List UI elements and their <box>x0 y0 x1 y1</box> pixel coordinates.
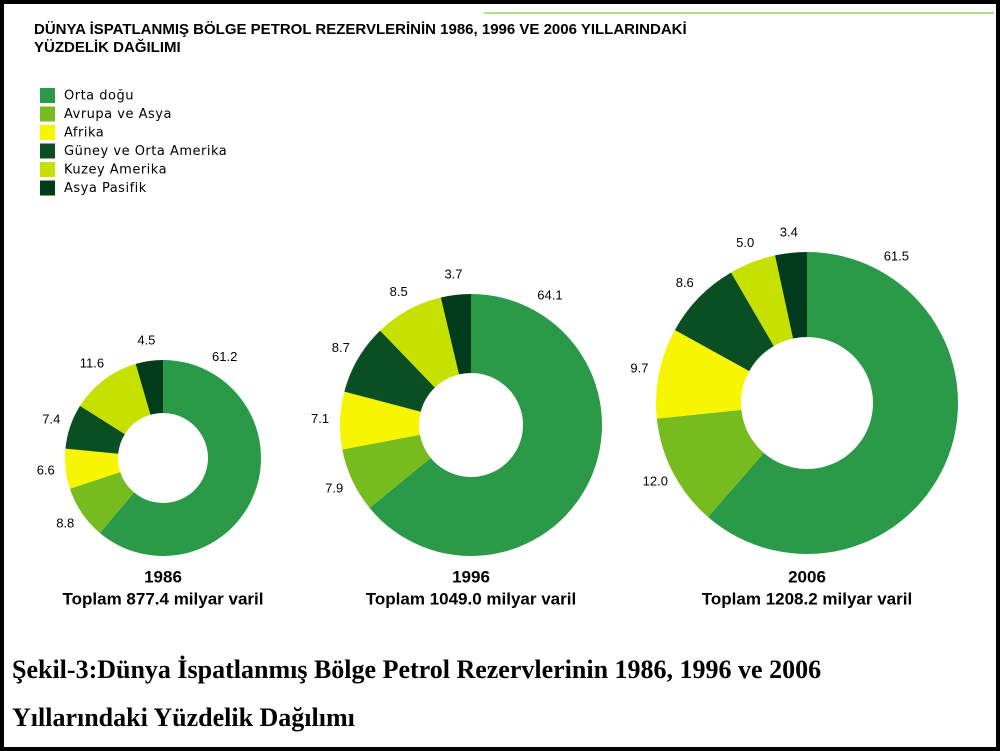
legend-swatch <box>40 143 55 159</box>
slice <box>775 252 807 339</box>
legend-swatch <box>40 106 55 122</box>
legend-swatch <box>40 125 55 140</box>
slice <box>656 409 764 518</box>
chart-title: YÜZDELİK DAĞILIMI <box>34 38 181 56</box>
slice <box>79 363 151 435</box>
slice <box>65 405 125 454</box>
value-label: 5.0 <box>736 235 754 250</box>
slice <box>344 330 435 412</box>
caption: Yıllarındaki Yüzdelik Dağılımı <box>12 703 355 732</box>
slice <box>731 255 794 346</box>
slice <box>69 472 135 533</box>
legend-swatch <box>40 162 55 177</box>
value-label: 64.1 <box>537 288 562 303</box>
slice <box>99 360 262 556</box>
chart-total: Toplam 1049.0 milyar varil <box>366 589 576 608</box>
chart-year: 1986 <box>144 567 182 586</box>
legend-label: Asya Pasifik <box>64 181 147 196</box>
legend-label: Güney ve Orta Amerika <box>64 144 227 159</box>
legend-label: Afrika <box>64 126 104 141</box>
value-label: 9.7 <box>630 360 648 375</box>
value-label: 61.5 <box>884 249 909 264</box>
slice <box>440 294 471 375</box>
legend-label: Kuzey Amerika <box>64 163 167 178</box>
slice <box>674 272 774 372</box>
legend-label: Avrupa ve Asya <box>64 107 172 122</box>
value-label: 11.6 <box>80 355 104 370</box>
value-label: 8.5 <box>390 284 408 299</box>
value-label: 3.7 <box>444 266 462 281</box>
legend-swatch <box>40 180 55 196</box>
slice <box>65 448 121 489</box>
chart-year: 2006 <box>788 567 826 586</box>
chart: DÜNYA İSPATLANMIŞ BÖLGE PETROL REZERVLER… <box>12 12 994 732</box>
slice <box>380 297 460 388</box>
slice <box>369 294 602 556</box>
slice <box>708 252 959 554</box>
value-label: 8.6 <box>676 275 694 290</box>
chart-year: 1996 <box>452 567 490 586</box>
value-label: 7.9 <box>325 480 343 495</box>
chart-title: DÜNYA İSPATLANMIŞ BÖLGE PETROL REZERVLER… <box>34 21 687 38</box>
slice <box>342 434 431 508</box>
legend-label: Orta doğu <box>64 89 134 104</box>
slice <box>340 391 421 450</box>
value-label: 7.1 <box>311 411 329 426</box>
value-label: 8.7 <box>332 340 350 355</box>
caption: Şekil-3:Dünya İspatlanmış Bölge Petrol R… <box>12 655 821 684</box>
value-label: 8.8 <box>56 516 74 531</box>
value-label: 6.6 <box>37 463 55 478</box>
value-label: 12.0 <box>643 473 668 488</box>
chart-total: Toplam 877.4 milyar varil <box>63 589 264 608</box>
value-label: 4.5 <box>137 333 155 348</box>
value-label: 3.4 <box>780 224 798 239</box>
value-label: 7.4 <box>42 411 60 426</box>
value-label: 61.2 <box>212 349 237 364</box>
legend-swatch <box>40 88 55 103</box>
slice <box>135 360 163 415</box>
chart-total: Toplam 1208.2 milyar varil <box>702 589 912 608</box>
slice <box>655 329 750 419</box>
